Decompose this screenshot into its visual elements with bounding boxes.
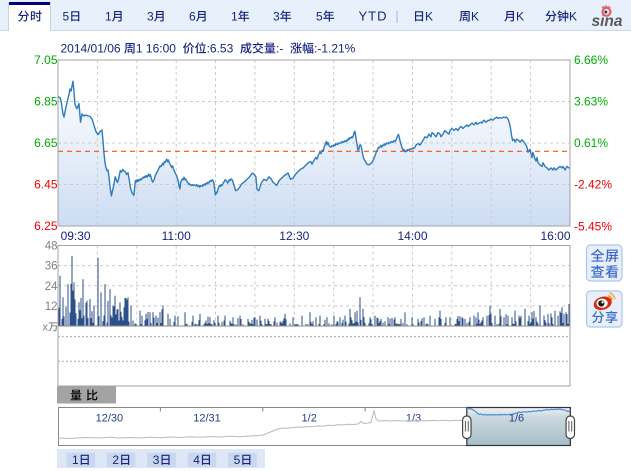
svg-text:16:00: 16:00 — [540, 229, 570, 243]
svg-text:09:30: 09:30 — [61, 229, 91, 243]
svg-text:6.25: 6.25 — [34, 219, 58, 233]
svg-text:1: 1 — [72, 453, 79, 467]
svg-text:5: 5 — [316, 10, 323, 24]
svg-text:5: 5 — [234, 453, 241, 467]
svg-text:6.85: 6.85 — [34, 95, 58, 109]
svg-text:1: 1 — [105, 10, 112, 24]
svg-text:5: 5 — [63, 10, 70, 24]
svg-text:12:30: 12:30 — [279, 229, 309, 243]
svg-text::-: :- — [276, 42, 283, 56]
svg-text:K: K — [471, 10, 479, 24]
svg-text:2: 2 — [112, 453, 119, 467]
svg-text:4: 4 — [193, 453, 200, 467]
svg-text:2014/01/06: 2014/01/06 — [61, 42, 121, 56]
svg-text:0.61%: 0.61% — [574, 136, 608, 150]
svg-text:14:00: 14:00 — [397, 229, 427, 243]
svg-text:1: 1 — [231, 10, 238, 24]
svg-text:12/31: 12/31 — [193, 413, 221, 425]
svg-text:-2.42%: -2.42% — [574, 178, 612, 192]
svg-text:K: K — [425, 10, 433, 24]
svg-text::-1.21%: :-1.21% — [314, 42, 356, 56]
svg-text:6: 6 — [189, 10, 196, 24]
svg-text:12: 12 — [45, 301, 58, 313]
svg-text:1 16:00: 1 16:00 — [136, 42, 176, 56]
svg-text:1/3: 1/3 — [406, 413, 421, 425]
svg-text:YTD: YTD — [359, 9, 388, 24]
svg-text:3.63%: 3.63% — [574, 95, 608, 109]
svg-text:11:00: 11:00 — [162, 229, 191, 243]
svg-text:24: 24 — [45, 281, 58, 293]
svg-text:6.65: 6.65 — [34, 136, 58, 150]
svg-text:sina: sina — [591, 13, 622, 30]
svg-text:12/30: 12/30 — [96, 413, 124, 425]
svg-text:6.66%: 6.66% — [574, 53, 608, 67]
svg-text:3: 3 — [273, 10, 280, 24]
svg-text:36: 36 — [45, 261, 58, 273]
svg-text:3: 3 — [153, 453, 160, 467]
svg-text:K: K — [569, 10, 577, 24]
svg-text:3: 3 — [147, 10, 154, 24]
svg-text:7.05: 7.05 — [34, 53, 58, 67]
svg-text:6.45: 6.45 — [34, 178, 58, 192]
svg-text::6.53: :6.53 — [207, 42, 234, 56]
svg-text:48: 48 — [45, 241, 58, 253]
svg-text:1/2: 1/2 — [302, 413, 317, 425]
svg-text:K: K — [516, 10, 524, 24]
svg-text:x: x — [43, 322, 49, 334]
svg-text:-5.45%: -5.45% — [574, 219, 612, 233]
svg-text:1/6: 1/6 — [509, 413, 524, 425]
